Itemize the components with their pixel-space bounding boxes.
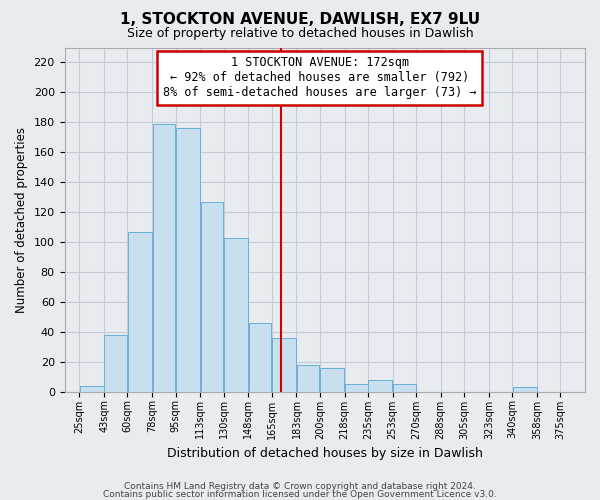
- Text: 1 STOCKTON AVENUE: 172sqm
← 92% of detached houses are smaller (792)
8% of semi-: 1 STOCKTON AVENUE: 172sqm ← 92% of detac…: [163, 56, 476, 100]
- Text: 1, STOCKTON AVENUE, DAWLISH, EX7 9LU: 1, STOCKTON AVENUE, DAWLISH, EX7 9LU: [120, 12, 480, 28]
- Bar: [393, 384, 416, 392]
- Bar: [345, 384, 368, 392]
- Bar: [320, 368, 344, 392]
- Text: Contains public sector information licensed under the Open Government Licence v3: Contains public sector information licen…: [103, 490, 497, 499]
- Bar: [224, 238, 248, 392]
- Bar: [272, 338, 296, 392]
- Bar: [512, 387, 536, 392]
- Bar: [104, 335, 127, 392]
- Bar: [368, 380, 392, 392]
- Y-axis label: Number of detached properties: Number of detached properties: [15, 126, 28, 312]
- Bar: [200, 202, 223, 392]
- Bar: [80, 386, 104, 392]
- Bar: [249, 323, 271, 392]
- X-axis label: Distribution of detached houses by size in Dawlish: Distribution of detached houses by size …: [167, 447, 483, 460]
- Text: Contains HM Land Registry data © Crown copyright and database right 2024.: Contains HM Land Registry data © Crown c…: [124, 482, 476, 491]
- Bar: [152, 124, 175, 392]
- Text: Size of property relative to detached houses in Dawlish: Size of property relative to detached ho…: [127, 28, 473, 40]
- Bar: [128, 232, 152, 392]
- Bar: [176, 128, 200, 392]
- Bar: [297, 364, 319, 392]
